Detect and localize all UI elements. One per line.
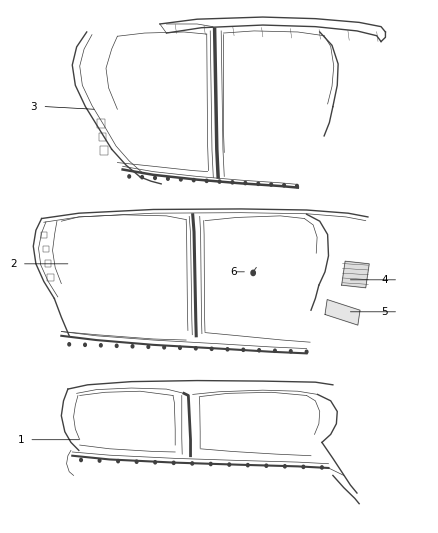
Circle shape <box>218 180 221 183</box>
Polygon shape <box>325 300 360 325</box>
Circle shape <box>258 349 261 352</box>
Circle shape <box>231 181 234 184</box>
Circle shape <box>244 181 247 184</box>
Circle shape <box>296 184 298 188</box>
Circle shape <box>179 346 181 350</box>
Text: 6: 6 <box>230 267 237 277</box>
Circle shape <box>251 270 255 276</box>
Circle shape <box>117 459 120 463</box>
Text: 4: 4 <box>381 275 388 285</box>
Circle shape <box>131 345 134 348</box>
Circle shape <box>147 345 150 349</box>
Circle shape <box>173 461 175 464</box>
Bar <box>47 274 53 281</box>
Circle shape <box>192 179 195 182</box>
Bar <box>45 260 51 266</box>
Circle shape <box>242 348 244 351</box>
Circle shape <box>283 465 286 468</box>
Text: 3: 3 <box>31 102 37 111</box>
Bar <box>97 119 105 128</box>
Text: 2: 2 <box>10 259 17 269</box>
Circle shape <box>154 461 156 464</box>
Circle shape <box>226 348 229 351</box>
Circle shape <box>305 350 308 353</box>
Circle shape <box>205 179 208 182</box>
Circle shape <box>141 175 143 179</box>
Circle shape <box>98 459 101 462</box>
Circle shape <box>274 349 276 352</box>
Circle shape <box>166 177 169 180</box>
Circle shape <box>228 463 230 466</box>
Circle shape <box>84 343 86 346</box>
Circle shape <box>209 463 212 466</box>
Circle shape <box>115 344 118 348</box>
Circle shape <box>191 462 194 465</box>
Circle shape <box>194 346 197 350</box>
Circle shape <box>99 344 102 347</box>
Circle shape <box>128 175 131 178</box>
Circle shape <box>283 184 286 187</box>
Circle shape <box>135 460 138 463</box>
Text: 1: 1 <box>18 435 24 445</box>
Circle shape <box>210 347 213 350</box>
Bar <box>41 232 47 238</box>
Circle shape <box>257 182 260 185</box>
Circle shape <box>270 183 272 186</box>
Bar <box>43 246 49 253</box>
Circle shape <box>302 465 305 469</box>
Circle shape <box>247 464 249 467</box>
Circle shape <box>180 178 182 181</box>
Circle shape <box>265 464 268 467</box>
Circle shape <box>154 176 156 180</box>
Bar <box>100 146 108 155</box>
Polygon shape <box>342 261 369 288</box>
Circle shape <box>321 466 323 469</box>
Circle shape <box>80 458 82 462</box>
Circle shape <box>68 343 71 346</box>
Text: 5: 5 <box>381 307 388 317</box>
Bar <box>99 133 106 141</box>
Circle shape <box>163 346 166 349</box>
Circle shape <box>290 350 292 353</box>
